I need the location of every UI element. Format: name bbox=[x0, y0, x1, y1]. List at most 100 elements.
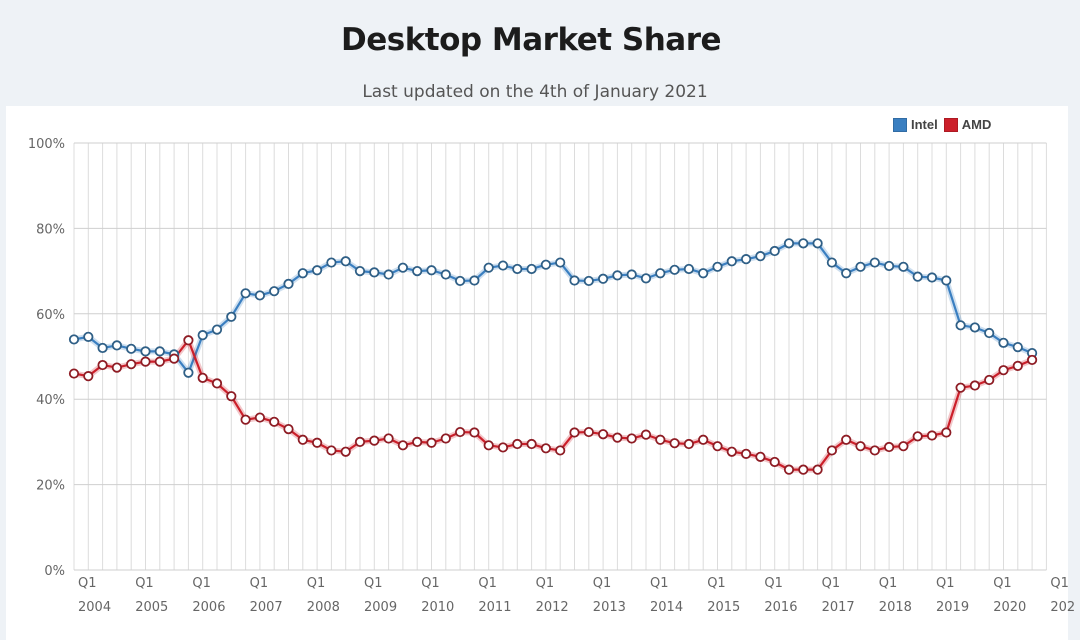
data-point-amd bbox=[969, 380, 981, 391]
data-point-intel bbox=[783, 238, 795, 249]
data-point-intel bbox=[955, 320, 966, 331]
data-point-intel bbox=[883, 260, 895, 272]
data-point-amd bbox=[297, 434, 308, 445]
data-point-intel bbox=[297, 268, 308, 279]
data-point-intel bbox=[369, 267, 380, 278]
data-point-intel bbox=[612, 270, 623, 281]
data-point-amd bbox=[154, 356, 165, 367]
data-point-amd bbox=[998, 365, 1009, 376]
x-tick-label-year: 2008 bbox=[307, 600, 340, 615]
data-point-intel bbox=[412, 265, 423, 277]
data-point-intel bbox=[984, 327, 995, 339]
data-point-amd bbox=[197, 372, 208, 383]
data-point-amd bbox=[83, 371, 94, 382]
x-tick-label-quarter: Q1 bbox=[536, 576, 555, 591]
x-tick-label-quarter: Q1 bbox=[1050, 576, 1069, 591]
y-tick-label: 80% bbox=[36, 222, 65, 237]
data-point-amd bbox=[383, 433, 394, 444]
data-point-intel bbox=[569, 275, 580, 286]
x-tick-label-year: 2012 bbox=[536, 600, 569, 615]
data-point-intel bbox=[712, 261, 723, 272]
data-point-amd bbox=[397, 440, 408, 451]
x-tick-label-year: 2020 bbox=[993, 600, 1026, 615]
data-point-amd bbox=[412, 436, 423, 447]
data-point-amd bbox=[269, 416, 280, 427]
data-point-amd bbox=[283, 423, 294, 435]
data-point-amd bbox=[254, 412, 265, 423]
data-point-intel bbox=[726, 256, 737, 267]
data-point-amd bbox=[712, 441, 723, 452]
chart-card bbox=[6, 106, 1068, 640]
data-point-amd bbox=[497, 442, 509, 453]
data-point-amd bbox=[855, 441, 866, 452]
data-point-intel bbox=[340, 256, 351, 267]
data-point-intel bbox=[555, 257, 566, 268]
y-tick-label: 40% bbox=[36, 393, 65, 408]
data-point-amd bbox=[898, 441, 909, 452]
data-point-intel bbox=[497, 260, 509, 271]
x-tick-label-quarter: Q1 bbox=[936, 576, 955, 591]
data-point-intel bbox=[912, 271, 923, 282]
data-point-intel bbox=[269, 286, 280, 297]
legend-label-amd[interactable]: AMD bbox=[961, 117, 992, 132]
x-tick-label-year: 202 bbox=[1050, 600, 1075, 615]
data-point-amd bbox=[783, 464, 795, 475]
legend-swatch-intel bbox=[893, 117, 907, 132]
data-point-intel bbox=[454, 275, 466, 287]
data-point-intel bbox=[898, 261, 909, 272]
x-tick-label-quarter: Q1 bbox=[307, 576, 326, 591]
data-point-intel bbox=[798, 238, 809, 249]
data-point-intel bbox=[812, 238, 823, 249]
x-tick-label-year: 2010 bbox=[421, 600, 454, 615]
data-point-amd bbox=[698, 434, 709, 445]
legend-label-intel[interactable]: Intel bbox=[911, 117, 938, 132]
data-point-intel bbox=[311, 265, 323, 276]
y-tick-label: 100% bbox=[28, 137, 65, 152]
x-tick-label-quarter: Q1 bbox=[707, 576, 726, 591]
data-point-intel bbox=[669, 264, 680, 275]
data-point-amd bbox=[97, 359, 108, 371]
x-tick-label-quarter: Q1 bbox=[135, 576, 154, 591]
data-point-amd bbox=[726, 446, 737, 457]
data-point-amd bbox=[326, 445, 337, 456]
data-point-amd bbox=[883, 441, 895, 453]
data-point-amd bbox=[1027, 354, 1038, 366]
data-point-amd bbox=[111, 362, 123, 373]
data-point-amd bbox=[812, 464, 823, 475]
x-tick-label-quarter: Q1 bbox=[993, 576, 1012, 591]
data-point-intel bbox=[211, 324, 223, 335]
data-point-amd bbox=[555, 445, 566, 456]
data-point-intel bbox=[97, 342, 108, 354]
data-point-intel bbox=[597, 273, 609, 284]
legend-swatch-amd bbox=[943, 117, 958, 132]
data-point-amd bbox=[755, 451, 766, 462]
data-point-intel bbox=[154, 346, 165, 357]
data-point-intel bbox=[655, 268, 666, 279]
data-point-intel bbox=[740, 254, 752, 265]
data-point-intel bbox=[397, 262, 408, 273]
data-point-intel bbox=[283, 278, 294, 290]
data-point-amd bbox=[483, 440, 494, 451]
data-point-amd bbox=[1012, 360, 1023, 371]
data-point-intel bbox=[226, 311, 237, 322]
data-point-amd bbox=[540, 443, 552, 454]
data-point-amd bbox=[955, 382, 966, 393]
x-tick-label-year: 2011 bbox=[478, 600, 511, 615]
data-point-amd bbox=[354, 436, 366, 447]
data-point-intel bbox=[354, 265, 366, 277]
x-tick-label-quarter: Q1 bbox=[650, 576, 669, 591]
data-point-intel bbox=[83, 331, 94, 342]
x-tick-label-year: 2007 bbox=[250, 600, 283, 615]
data-point-amd bbox=[612, 432, 623, 443]
data-point-intel bbox=[254, 290, 265, 301]
data-point-amd bbox=[469, 427, 480, 438]
data-point-amd bbox=[826, 445, 838, 456]
x-tick-label-year: 2009 bbox=[364, 600, 397, 615]
chart-subtitle: Last updated on the 4th of January 2021 bbox=[362, 82, 708, 102]
data-point-amd bbox=[798, 464, 809, 475]
data-point-intel bbox=[626, 269, 637, 280]
data-point-intel bbox=[197, 330, 208, 341]
data-point-amd bbox=[426, 437, 437, 448]
data-point-amd bbox=[340, 446, 351, 457]
